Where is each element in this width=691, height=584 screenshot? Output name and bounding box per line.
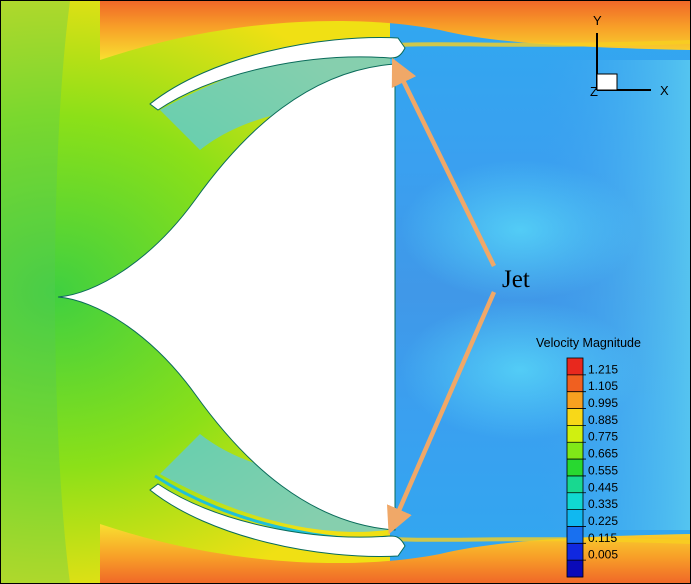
legend-level-label: 0.775 [588,430,618,444]
legend-level-label: 0.555 [588,463,618,477]
legend-title: Velocity Magnitude [536,336,641,350]
legend-level-label: 0.115 [588,531,617,545]
legend-swatch [567,509,583,527]
legend-swatch [567,442,583,460]
legend-swatches [566,357,584,578]
jet-label: Jet [502,266,530,293]
legend-swatch [567,475,583,494]
legend-swatch [567,459,583,477]
legend-level-label: 0.335 [588,497,618,511]
legend-swatch [567,391,583,410]
z-axis-label: Z [590,84,598,99]
y-axis-label: Y [593,13,602,28]
legend-swatch [567,543,583,561]
legend-level-label: 0.005 [588,548,618,562]
legend-swatch [567,358,583,376]
legend-swatch [567,408,583,426]
legend-level-label: 0.225 [588,514,618,528]
upper-slat [149,37,406,111]
legend-level-label: 0.445 [588,480,618,494]
axis-triad: Y X Z [590,13,669,99]
legend-swatch [567,492,583,511]
legend-swatch [567,374,583,393]
legend-labels: 1.215 1.105 0.995 0.885 0.775 0.665 0.555 0.445… [567,362,618,562]
z-axis-box [596,73,618,91]
body-silhouette [57,63,396,531]
legend-swatch [567,526,583,544]
legend-bar-frame [566,357,584,578]
jet-arrow-upper [391,57,497,267]
legend-swatch [567,425,583,443]
jet-arrow-lower [387,291,497,535]
legend-level-label: 1.215 [588,362,618,376]
lower-slat [149,483,406,557]
legend-level-label: 0.885 [588,413,618,427]
legend-level-label: 0.995 [588,396,618,410]
jet-annotation: Jet [387,57,530,535]
legend-level-label: 0.665 [588,447,618,461]
x-axis-label: X [660,83,669,98]
legend-swatch [567,560,583,578]
legend-level-label: 1.105 [588,379,618,393]
color-legend: Velocity Magnitude 1.215 1.105 0.995 0.885 0… [536,336,641,578]
